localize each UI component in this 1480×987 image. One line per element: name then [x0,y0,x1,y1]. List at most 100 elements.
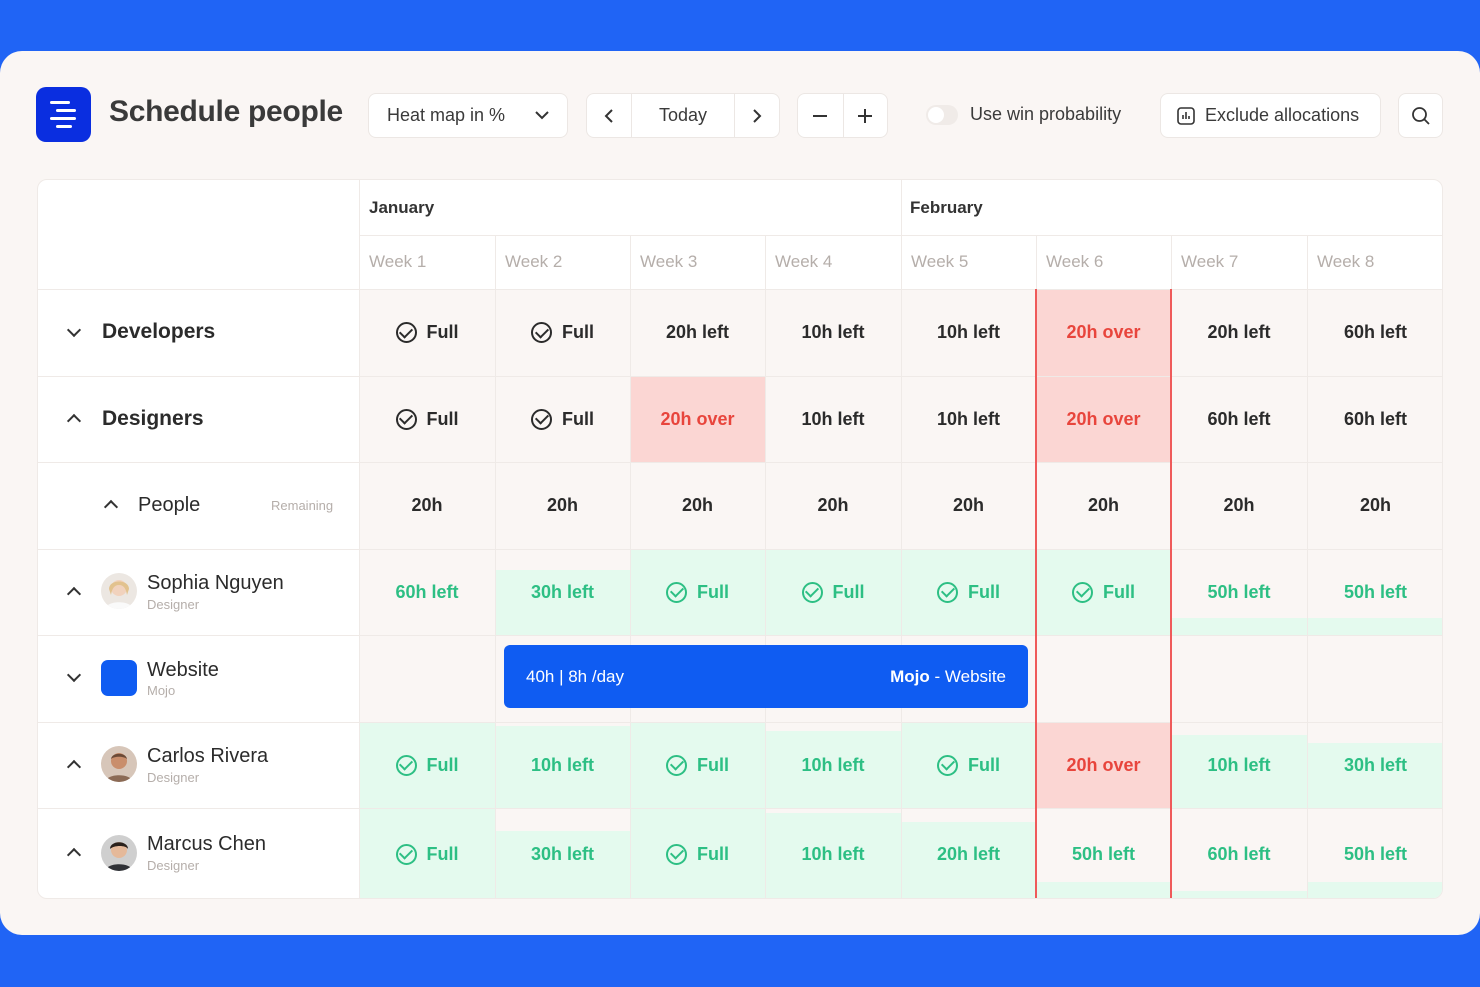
person-role: Designer [147,770,200,785]
schedule-cell[interactable]: 50h left [1036,808,1171,898]
page-title: Schedule people [109,95,343,128]
schedule-cell[interactable]: 20h [630,462,765,549]
cell-value: 60h left [1343,408,1408,429]
cell-value: Full [968,581,1000,602]
schedule-cell[interactable]: Full [359,289,495,376]
schedule-cell[interactable]: Full [765,549,901,635]
people-label[interactable]: People [138,494,201,516]
schedule-cell[interactable]: Full [630,722,765,808]
schedule-cell[interactable]: 20h left [1171,289,1307,376]
schedule-cell[interactable]: 20h [765,462,901,549]
schedule-grid: January February Developers Designers Pe… [37,179,1443,899]
cell-value: 60h left [1343,322,1408,342]
today-button[interactable]: Today [658,105,708,125]
grid-divider [1036,235,1037,290]
capacity-fill [359,722,495,808]
win-probability-toggle[interactable] [926,104,958,125]
schedule-cell[interactable]: Full [495,376,630,462]
schedule-cell[interactable]: Full [359,376,495,462]
chevron-up-icon[interactable] [66,586,82,602]
schedule-cell[interactable]: 10h left [1171,722,1307,808]
cell-value: 20h [546,495,579,515]
capacity-fill [359,808,495,898]
schedule-cell[interactable]: Full [1036,549,1171,635]
schedule-cell[interactable]: 60h left [1171,376,1307,462]
allocation-client: Mojo [890,666,930,686]
chevron-left-icon [604,108,613,123]
schedule-cell[interactable]: 60h left [359,549,495,635]
schedule-cell[interactable]: 10h left [495,722,630,808]
schedule-cell[interactable]: 20h [1171,462,1307,549]
schedule-cell[interactable]: Full [630,549,765,635]
schedule-cell[interactable]: Full [495,289,630,376]
capacity-fill [901,822,1036,898]
project-name[interactable]: Website [147,659,219,681]
capacity-fill [765,549,901,635]
schedule-cell[interactable]: 20h [1307,462,1442,549]
group-designers[interactable]: Designers [102,407,204,430]
schedule-cell[interactable]: 10h left [901,376,1036,462]
person-name[interactable]: Marcus Chen [147,833,266,855]
schedule-cell[interactable]: 50h left [1307,808,1442,898]
grid-divider [901,180,902,898]
cell-value: 10h left [801,322,865,342]
avatar [101,835,137,871]
schedule-cell[interactable]: 20h over [1036,376,1171,462]
person-role: Designer [147,597,200,612]
schedule-cell[interactable]: 10h left [901,289,1036,376]
schedule-cell[interactable]: Full [359,722,495,808]
schedule-cell[interactable]: 20h [901,462,1036,549]
zoom-out-button[interactable] [798,94,843,137]
schedule-cell[interactable]: 10h left [765,722,901,808]
schedule-cell[interactable]: 20h over [1036,289,1171,376]
schedule-cell[interactable]: 30h left [495,808,630,898]
schedule-cell[interactable]: 10h left [765,289,901,376]
schedule-cell[interactable]: 30h left [495,549,630,635]
cell-value: Full [426,408,459,429]
cell-value: 20h [1223,495,1255,515]
exclude-allocations-button[interactable]: Exclude allocations [1160,93,1381,138]
schedule-cell[interactable]: 60h left [1307,289,1442,376]
schedule-cell[interactable]: Full [901,722,1036,808]
chevron-up-icon[interactable] [66,759,82,775]
group-developers[interactable]: Developers [102,320,216,343]
schedule-cell[interactable]: 20h over [1036,722,1171,808]
grid-divider [359,235,1442,236]
previous-button[interactable] [587,94,631,137]
chevron-up-icon[interactable] [103,499,119,515]
schedule-cell[interactable]: 20h over [630,376,765,462]
schedule-cell[interactable]: Full [901,549,1036,635]
schedule-cell[interactable]: Full [630,808,765,898]
chevron-down-icon[interactable] [66,322,82,338]
schedule-cell[interactable]: 60h left [1307,376,1442,462]
capacity-fill [901,722,1036,808]
cell-value: 20h over [1066,408,1141,429]
allocation-bar[interactable]: 40h | 8h /day Mojo - Website [504,645,1028,708]
schedule-cell[interactable]: 50h left [1171,549,1307,635]
schedule-cell[interactable]: 10h left [765,376,901,462]
chevron-up-icon[interactable] [66,847,82,863]
schedule-cell[interactable]: 20h [495,462,630,549]
chevron-up-icon[interactable] [66,413,82,429]
schedule-cell[interactable]: 60h left [1171,808,1307,898]
grid-divider [359,180,360,898]
person-name[interactable]: Carlos Rivera [147,745,269,767]
chevron-down-icon[interactable] [66,667,82,683]
schedule-cell[interactable]: 30h left [1307,722,1442,808]
schedule-cell[interactable]: Full [359,808,495,898]
check-circle-icon [666,843,687,865]
view-mode-select[interactable]: Heat map in % [368,93,568,138]
schedule-cell[interactable]: 20h left [901,808,1036,898]
schedule-cell[interactable]: 20h [359,462,495,549]
check-circle-icon [801,581,823,603]
schedule-cell[interactable]: 20h [1036,462,1171,549]
zoom-in-button[interactable] [843,94,887,137]
schedule-cell[interactable]: 50h left [1307,549,1442,635]
week-header: Week 4 [775,252,833,271]
check-circle-icon [531,322,552,343]
next-button[interactable] [735,94,779,137]
schedule-cell[interactable]: 20h left [630,289,765,376]
schedule-cell[interactable]: 10h left [765,808,901,898]
person-name[interactable]: Sophia Nguyen [147,572,284,594]
search-button[interactable] [1398,93,1443,138]
